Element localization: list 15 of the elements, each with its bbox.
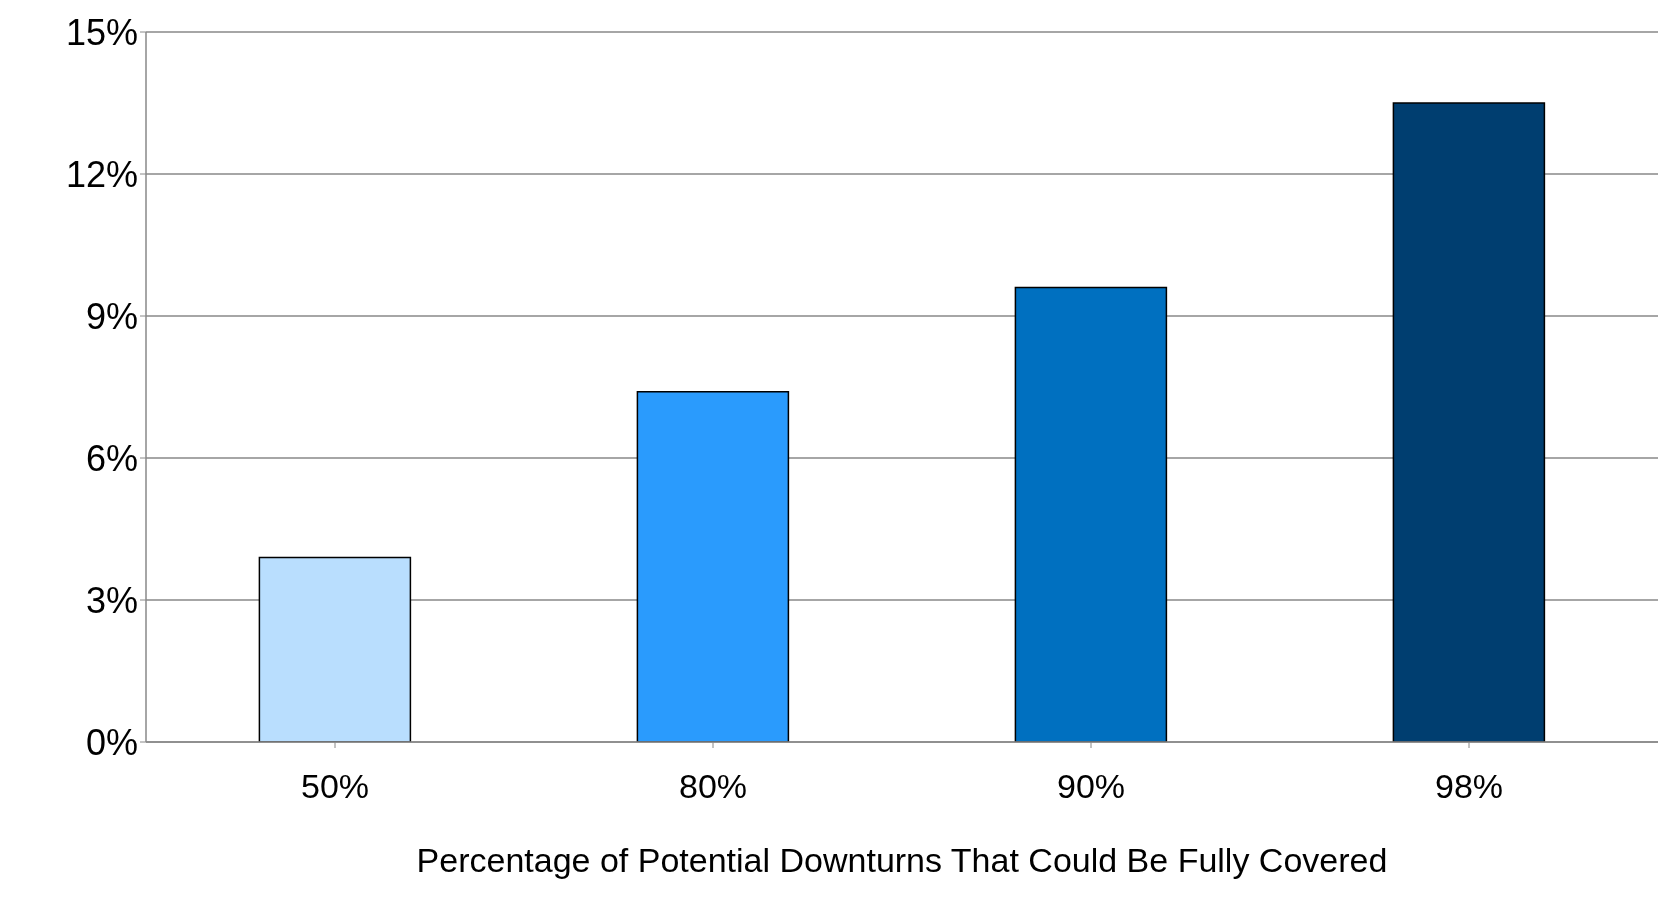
x-tick-label: 50% — [300, 767, 370, 806]
bar — [636, 390, 790, 742]
x-axis-title: Percentage of Potential Downturns That Could Be Fully Covered — [416, 841, 1388, 879]
x-tick-label: 80% — [678, 767, 748, 806]
y-tick-label: 15% — [65, 11, 138, 53]
x-tick-label: 90% — [1056, 767, 1126, 806]
bar — [1014, 286, 1168, 742]
x-tick-label: 98% — [1434, 767, 1504, 806]
y-tick-label: 0% — [85, 721, 138, 763]
y-tick-label: 6% — [85, 437, 138, 479]
bar — [258, 556, 412, 742]
y-tick-label: 12% — [65, 153, 138, 195]
bar — [1392, 102, 1546, 742]
y-tick-label: 3% — [85, 579, 138, 621]
y-tick-label: 9% — [85, 295, 138, 337]
